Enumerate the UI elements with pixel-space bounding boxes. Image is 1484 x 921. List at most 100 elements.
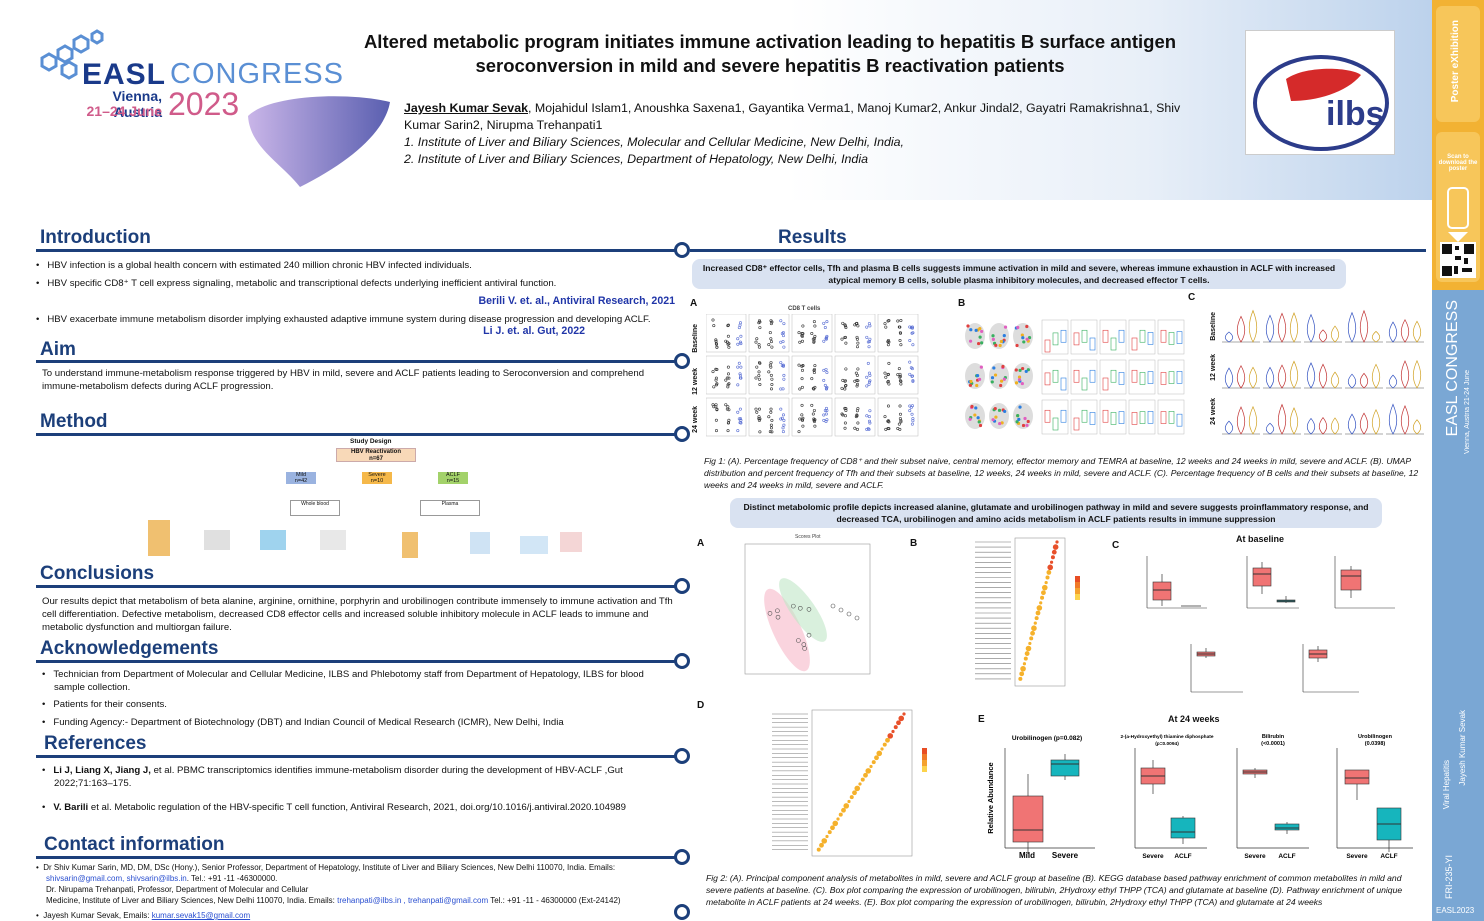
panel-frame [834, 314, 876, 353]
umap-cell [977, 341, 981, 346]
umap-cell [1025, 423, 1029, 427]
data-point [739, 342, 743, 346]
violin [1277, 403, 1287, 435]
umap-cell [980, 329, 984, 334]
e-severe-label: Severe [1052, 851, 1079, 860]
enrichment-dot [1023, 656, 1028, 661]
pca-point [767, 611, 773, 616]
data-point [822, 413, 826, 417]
blood-tube-graphic [148, 520, 170, 556]
data-point [844, 367, 848, 371]
fig1-a-label: A [690, 298, 698, 309]
data-point [714, 383, 718, 387]
tfh-bar [1176, 413, 1183, 427]
enrichment-dot [1019, 671, 1025, 677]
right-sidebar: Poster eXhibition Scan to download the p… [1432, 0, 1484, 921]
violin [1330, 417, 1340, 435]
violin [1277, 312, 1287, 343]
ack-heading: Acknowledgements [40, 638, 219, 659]
data-point [883, 415, 887, 419]
data-point [738, 417, 742, 421]
data-point [780, 364, 784, 368]
legend-swatch [1075, 594, 1080, 600]
data-point [800, 403, 804, 407]
data-point [714, 405, 718, 409]
data-point [825, 320, 829, 324]
umap-cell [979, 365, 983, 369]
pca-point [796, 638, 801, 643]
baseline-boxplots [1146, 556, 1395, 693]
data-point [715, 345, 719, 349]
umap-cell [975, 383, 979, 388]
data-point [755, 337, 759, 341]
data-point [781, 413, 785, 417]
pca-point [790, 603, 796, 609]
data-point [768, 331, 772, 335]
enrichment-dot [896, 720, 901, 726]
affiliation-2: 2. Institute of Liver and Biliary Scienc… [404, 152, 868, 166]
data-point [755, 365, 759, 369]
data-point [886, 338, 890, 342]
umap-cell [1025, 324, 1029, 329]
data-point [810, 377, 814, 381]
aim-node [674, 353, 690, 369]
enrichment-dot [816, 847, 821, 852]
panel-frame [748, 314, 790, 353]
tfh-panel [1157, 359, 1185, 395]
data-point [714, 342, 718, 346]
data-point [855, 409, 859, 413]
fig2-e-label: E [978, 714, 985, 725]
data-point [725, 376, 729, 380]
data-point [782, 345, 786, 349]
data-point [738, 372, 742, 376]
fig2-b-label: B [910, 538, 918, 549]
enrichment-dot [1039, 601, 1043, 605]
c-row-24w: 24 week [1210, 398, 1217, 425]
data-point [779, 319, 783, 323]
refs-heading: References [44, 733, 147, 754]
enrichment-dot [836, 817, 840, 821]
violin [1330, 371, 1340, 389]
fig1-b-umap-grid [965, 319, 1185, 435]
data-point [898, 412, 902, 416]
panel-frame [791, 397, 833, 437]
data-point [726, 421, 730, 425]
data-point [737, 417, 741, 421]
umap-cell [1000, 421, 1004, 425]
enrichment-dot [1047, 564, 1054, 571]
data-point [800, 377, 804, 381]
data-point [868, 409, 872, 413]
sarin-email-link[interactable]: shivsarin@gmail.com, shivsarin@ilbs.in [46, 874, 187, 883]
data-point [883, 371, 887, 375]
data-point [711, 318, 715, 322]
data-point [780, 416, 784, 420]
legend-swatch [922, 754, 927, 760]
umap-cell [1000, 379, 1004, 383]
violin [1265, 314, 1275, 343]
refs-rule [36, 755, 676, 758]
data-point [714, 376, 718, 380]
tfh-bar [1081, 329, 1088, 343]
congress-text: CONGRESS [170, 58, 344, 90]
sevak-email-link[interactable]: kumar.sevak15@gmail.com [151, 911, 251, 920]
data-point [824, 335, 828, 339]
tfh-bar [1131, 337, 1138, 351]
qr-code-icon[interactable] [1440, 242, 1476, 278]
trehanpati-email-link[interactable]: trehanpati@ilbs.in , trehanpati@gmail.co… [337, 896, 489, 905]
data-point [739, 365, 743, 369]
data-point [782, 418, 786, 422]
data-point [726, 323, 730, 327]
data-point [856, 421, 860, 425]
ack-rule [36, 660, 676, 663]
results-rule [690, 249, 1426, 252]
tfh-bar [1139, 329, 1146, 343]
data-point [782, 423, 786, 427]
data-point [899, 382, 903, 386]
data-point [726, 429, 730, 433]
data-point [769, 337, 773, 341]
tfh-bar [1147, 371, 1154, 384]
data-point [884, 375, 888, 379]
ilbs-text: ilbs [1326, 95, 1385, 133]
tfh-bar [1131, 369, 1138, 383]
data-point [854, 322, 858, 326]
